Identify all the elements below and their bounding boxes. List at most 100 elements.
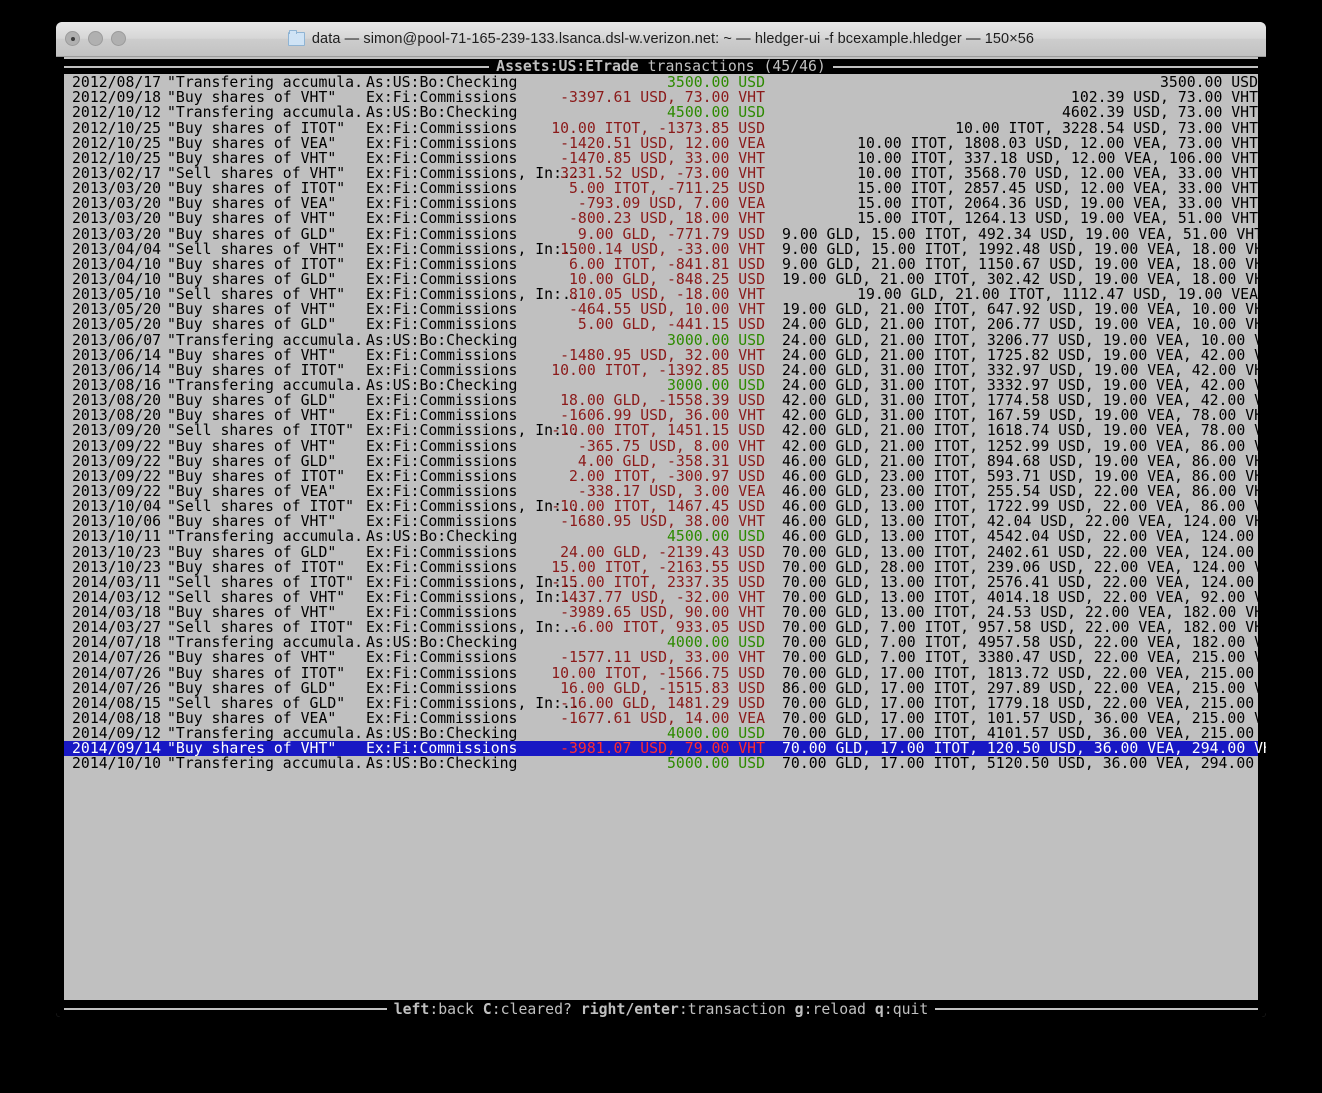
row-amount: 4500.00 USD: [667, 528, 765, 546]
transactions-list[interactable]: 2012/08/17 "Transfering accumula.. As:US:B…: [64, 74, 1266, 773]
row-amount: 4000.00 USD: [667, 634, 765, 652]
status-rule-right: [935, 1008, 1258, 1011]
table-row[interactable]: 2012/08/17 "Transfering accumula.. As:US:B…: [64, 75, 1258, 90]
row-date: 2012/10/12: [72, 104, 162, 122]
row-date: 2013/04/10: [72, 255, 162, 273]
table-row[interactable]: 2013/03/20 "Buy shares of GLD" Ex:Fi:Commi…: [64, 225, 1264, 243]
table-row[interactable]: 2013/05/20 "Buy shares of GLD" Ex:Fi:Commi…: [64, 316, 1266, 334]
row-balance: 24.00 GLD, 21.00 ITOT, 3206.77 USD, 19.0…: [782, 331, 1266, 349]
row-balance: 10.00 ITOT, 337.18 USD, 12.00 VEA, 106.0…: [857, 149, 1258, 167]
minimize-button[interactable]: [88, 31, 103, 46]
row-description: "Buy shares of GLD": [167, 225, 337, 243]
table-row[interactable]: 2014/03/27 "Sell shares of ITOT" Ex:Fi:Com…: [64, 619, 1266, 637]
table-row[interactable]: 2014/09/12 "Transfering accumula.. As:US:B…: [64, 725, 1266, 743]
row-balance: 10.00 ITOT, 1808.03 USD, 12.00 VEA, 73.0…: [857, 134, 1258, 152]
row-date: 2012/09/18: [72, 89, 162, 107]
row-balance: 70.00 GLD, 17.00 ITOT, 4101.57 USD, 36.0…: [782, 725, 1266, 743]
table-row[interactable]: 2013/02/17 "Sell shares of VHT" Ex:Fi:Comm…: [64, 166, 1258, 181]
table-row[interactable]: 2013/09/22 "Buy shares of GLD" Ex:Fi:Commi…: [64, 452, 1266, 470]
row-description: "Sell shares of VHT": [167, 286, 346, 304]
table-row[interactable]: 2013/03/20 "Buy shares of VEA" Ex:Fi:Commi…: [64, 196, 1258, 211]
row-amount: -3397.61 USD, 73.00 VHT: [560, 89, 765, 107]
row-amount: 5.00 GLD, -441.15 USD: [577, 316, 765, 334]
row-date: 2013/09/22: [72, 452, 162, 470]
table-row[interactable]: 2014/03/18 "Buy shares of VHT" Ex:Fi:Commi…: [64, 604, 1266, 622]
row-account: Ex:Fi:Commissions: [366, 134, 518, 152]
row-description: "Buy shares of ITOT": [167, 467, 346, 485]
row-account: Ex:Fi:Commissions: [366, 195, 518, 213]
table-row[interactable]: 2012/09/18 "Buy shares of VHT" Ex:Fi:Commi…: [64, 90, 1258, 105]
table-row[interactable]: 2013/03/20 "Buy shares of ITOT" Ex:Fi:Comm…: [64, 181, 1258, 196]
table-row[interactable]: 2014/03/11 "Sell shares of ITOT" Ex:Fi:Com…: [64, 575, 1266, 590]
table-row[interactable]: 2014/07/26 "Buy shares of VHT" Ex:Fi:Commi…: [64, 650, 1266, 666]
table-row[interactable]: 2013/04/10 "Buy shares of GLD" Ex:Fi:Commi…: [64, 270, 1266, 288]
row-account: Ex:Fi:Commissions, In:..: [366, 422, 580, 440]
table-row[interactable]: 2014/07/18 "Transfering accumula.. As:US:B…: [64, 634, 1266, 652]
table-row[interactable]: 2013/03/20 "Buy shares of VHT" Ex:Fi:Commi…: [64, 211, 1258, 227]
table-row[interactable]: 2013/10/04 "Sell shares of ITOT" Ex:Fi:Com…: [64, 498, 1266, 516]
row-description: "Buy shares of VHT": [167, 301, 337, 319]
row-date: 2013/03/20: [72, 180, 162, 198]
table-row[interactable]: 2012/10/25 "Buy shares of ITOT" Ex:Fi:Comm…: [64, 120, 1258, 136]
row-balance: 70.00 GLD, 13.00 ITOT, 24.53 USD, 22.00 …: [782, 604, 1266, 622]
table-row[interactable]: 2013/09/22 "Buy shares of VHT" Ex:Fi:Commi…: [64, 437, 1266, 455]
table-row[interactable]: 2013/06/14 "Buy shares of VHT" Ex:Fi:Commi…: [64, 346, 1266, 364]
status-label: :reload: [803, 1001, 866, 1017]
row-date: 2014/10/10: [72, 755, 162, 773]
table-row[interactable]: 2014/08/18 "Buy shares of VEA" Ex:Fi:Commi…: [64, 710, 1266, 728]
table-row[interactable]: 2013/04/10 "Buy shares of ITOT" Ex:Fi:Comm…: [64, 255, 1266, 273]
row-account: Ex:Fi:Commissions: [366, 664, 518, 682]
row-balance: 19.00 GLD, 21.00 ITOT, 302.42 USD, 19.00…: [782, 270, 1266, 288]
row-amount: 1500.14 USD, -33.00 VHT: [560, 240, 765, 258]
table-row[interactable]: 2014/07/26 "Buy shares of GLD" Ex:Fi:Commi…: [64, 681, 1266, 696]
table-row[interactable]: 2014/10/10 "Transfering accumula.. As:US:B…: [64, 755, 1266, 773]
table-row[interactable]: 2013/06/14 "Buy shares of ITOT" Ex:Fi:Comm…: [64, 361, 1266, 379]
table-row[interactable]: 2013/05/10 "Sell shares of VHT" Ex:Fi:Comm…: [64, 287, 1258, 302]
row-date: 2014/03/27: [72, 619, 162, 637]
table-row[interactable]: 2013/08/20 "Buy shares of VHT" Ex:Fi:Commi…: [64, 408, 1266, 423]
table-row[interactable]: 2013/10/23 "Buy shares of ITOT" Ex:Fi:Comm…: [64, 558, 1266, 576]
table-row[interactable]: 2013/08/16 "Transfering accumula.. As:US:B…: [64, 378, 1266, 393]
row-description: "Transfering accumula..: [167, 528, 372, 546]
table-row[interactable]: 2013/10/11 "Transfering accumula.. As:US:B…: [64, 528, 1266, 546]
table-row[interactable]: 2014/08/15 "Sell shares of GLD" Ex:Fi:Comm…: [64, 696, 1266, 711]
zoom-button[interactable]: [111, 31, 126, 46]
row-balance: 9.00 GLD, 15.00 ITOT, 492.34 USD, 19.00 …: [782, 225, 1264, 243]
table-row[interactable]: 2013/08/20 "Buy shares of GLD" Ex:Fi:Commi…: [64, 393, 1266, 408]
table-row[interactable]: 2013/06/07 "Transfering accumula.. As:US:B…: [64, 331, 1266, 349]
row-date: 2013/10/04: [72, 498, 162, 516]
table-row[interactable]: 2013/10/06 "Buy shares of VHT" Ex:Fi:Commi…: [64, 514, 1266, 529]
table-row[interactable]: 2012/10/12 "Transfering accumula.. As:US:B…: [64, 104, 1258, 122]
table-row[interactable]: 2013/10/23 "Buy shares of GLD" Ex:Fi:Commi…: [64, 544, 1266, 560]
row-amount: 10.00 GLD, -848.25 USD: [569, 270, 765, 288]
table-row[interactable]: 2013/09/22 "Buy shares of VEA" Ex:Fi:Commi…: [64, 484, 1266, 499]
row-date: 2013/10/23: [72, 558, 162, 576]
row-date: 2014/09/14: [72, 740, 162, 758]
row-date: 2013/09/22: [72, 437, 162, 455]
row-balance: 9.00 GLD, 15.00 ITOT, 1992.48 USD, 19.00…: [782, 240, 1266, 258]
table-row[interactable]: 2013/09/20 "Sell shares of ITOT" Ex:Fi:Com…: [64, 422, 1266, 440]
row-account: Ex:Fi:Commissions: [366, 346, 518, 364]
header-label: transactions: [647, 59, 755, 75]
table-row[interactable]: 2014/07/26 "Buy shares of ITOT" Ex:Fi:Comm…: [64, 664, 1266, 682]
row-description: "Buy shares of VEA": [167, 195, 337, 213]
status-key: left: [393, 1001, 430, 1017]
row-balance: 70.00 GLD, 17.00 ITOT, 5120.50 USD, 36.0…: [782, 755, 1266, 773]
row-date: 2014/08/18: [72, 710, 162, 728]
row-description: "Buy shares of GLD": [167, 316, 337, 334]
row-balance: 70.00 GLD, 17.00 ITOT, 1813.72 USD, 22.0…: [782, 664, 1266, 682]
table-row[interactable]: 2012/10/25 "Buy shares of VHT" Ex:Fi:Commi…: [64, 151, 1258, 166]
table-row[interactable]: 2012/10/25 "Buy shares of VEA" Ex:Fi:Commi…: [64, 136, 1258, 151]
table-row[interactable]: 2014/03/12 "Sell shares of VHT" Ex:Fi:Comm…: [64, 590, 1266, 605]
table-row[interactable]: 2013/09/22 "Buy shares of ITOT" Ex:Fi:Comm…: [64, 467, 1266, 485]
row-description: "Buy shares of ITOT": [167, 361, 346, 379]
table-row[interactable]: 2014/09/14 "Buy shares of VHT" Ex:Fi:Commi…: [64, 740, 1266, 758]
table-row[interactable]: 2013/04/04 "Sell shares of VHT" Ex:Fi:Comm…: [64, 240, 1266, 258]
close-button[interactable]: [65, 31, 80, 46]
window-title: data — simon@pool-71-165-239-133.lsanca.…: [311, 31, 1035, 47]
table-row[interactable]: 2013/05/20 "Buy shares of VHT" Ex:Fi:Commi…: [64, 301, 1266, 319]
row-description: "Buy shares of VHT": [167, 604, 337, 622]
row-date: 2012/08/17: [72, 74, 162, 92]
window-titlebar[interactable]: data — simon@pool-71-165-239-133.lsanca.…: [56, 22, 1266, 57]
tui-status-bar: left:back C:cleared? right/enter:transac…: [64, 999, 1258, 1017]
